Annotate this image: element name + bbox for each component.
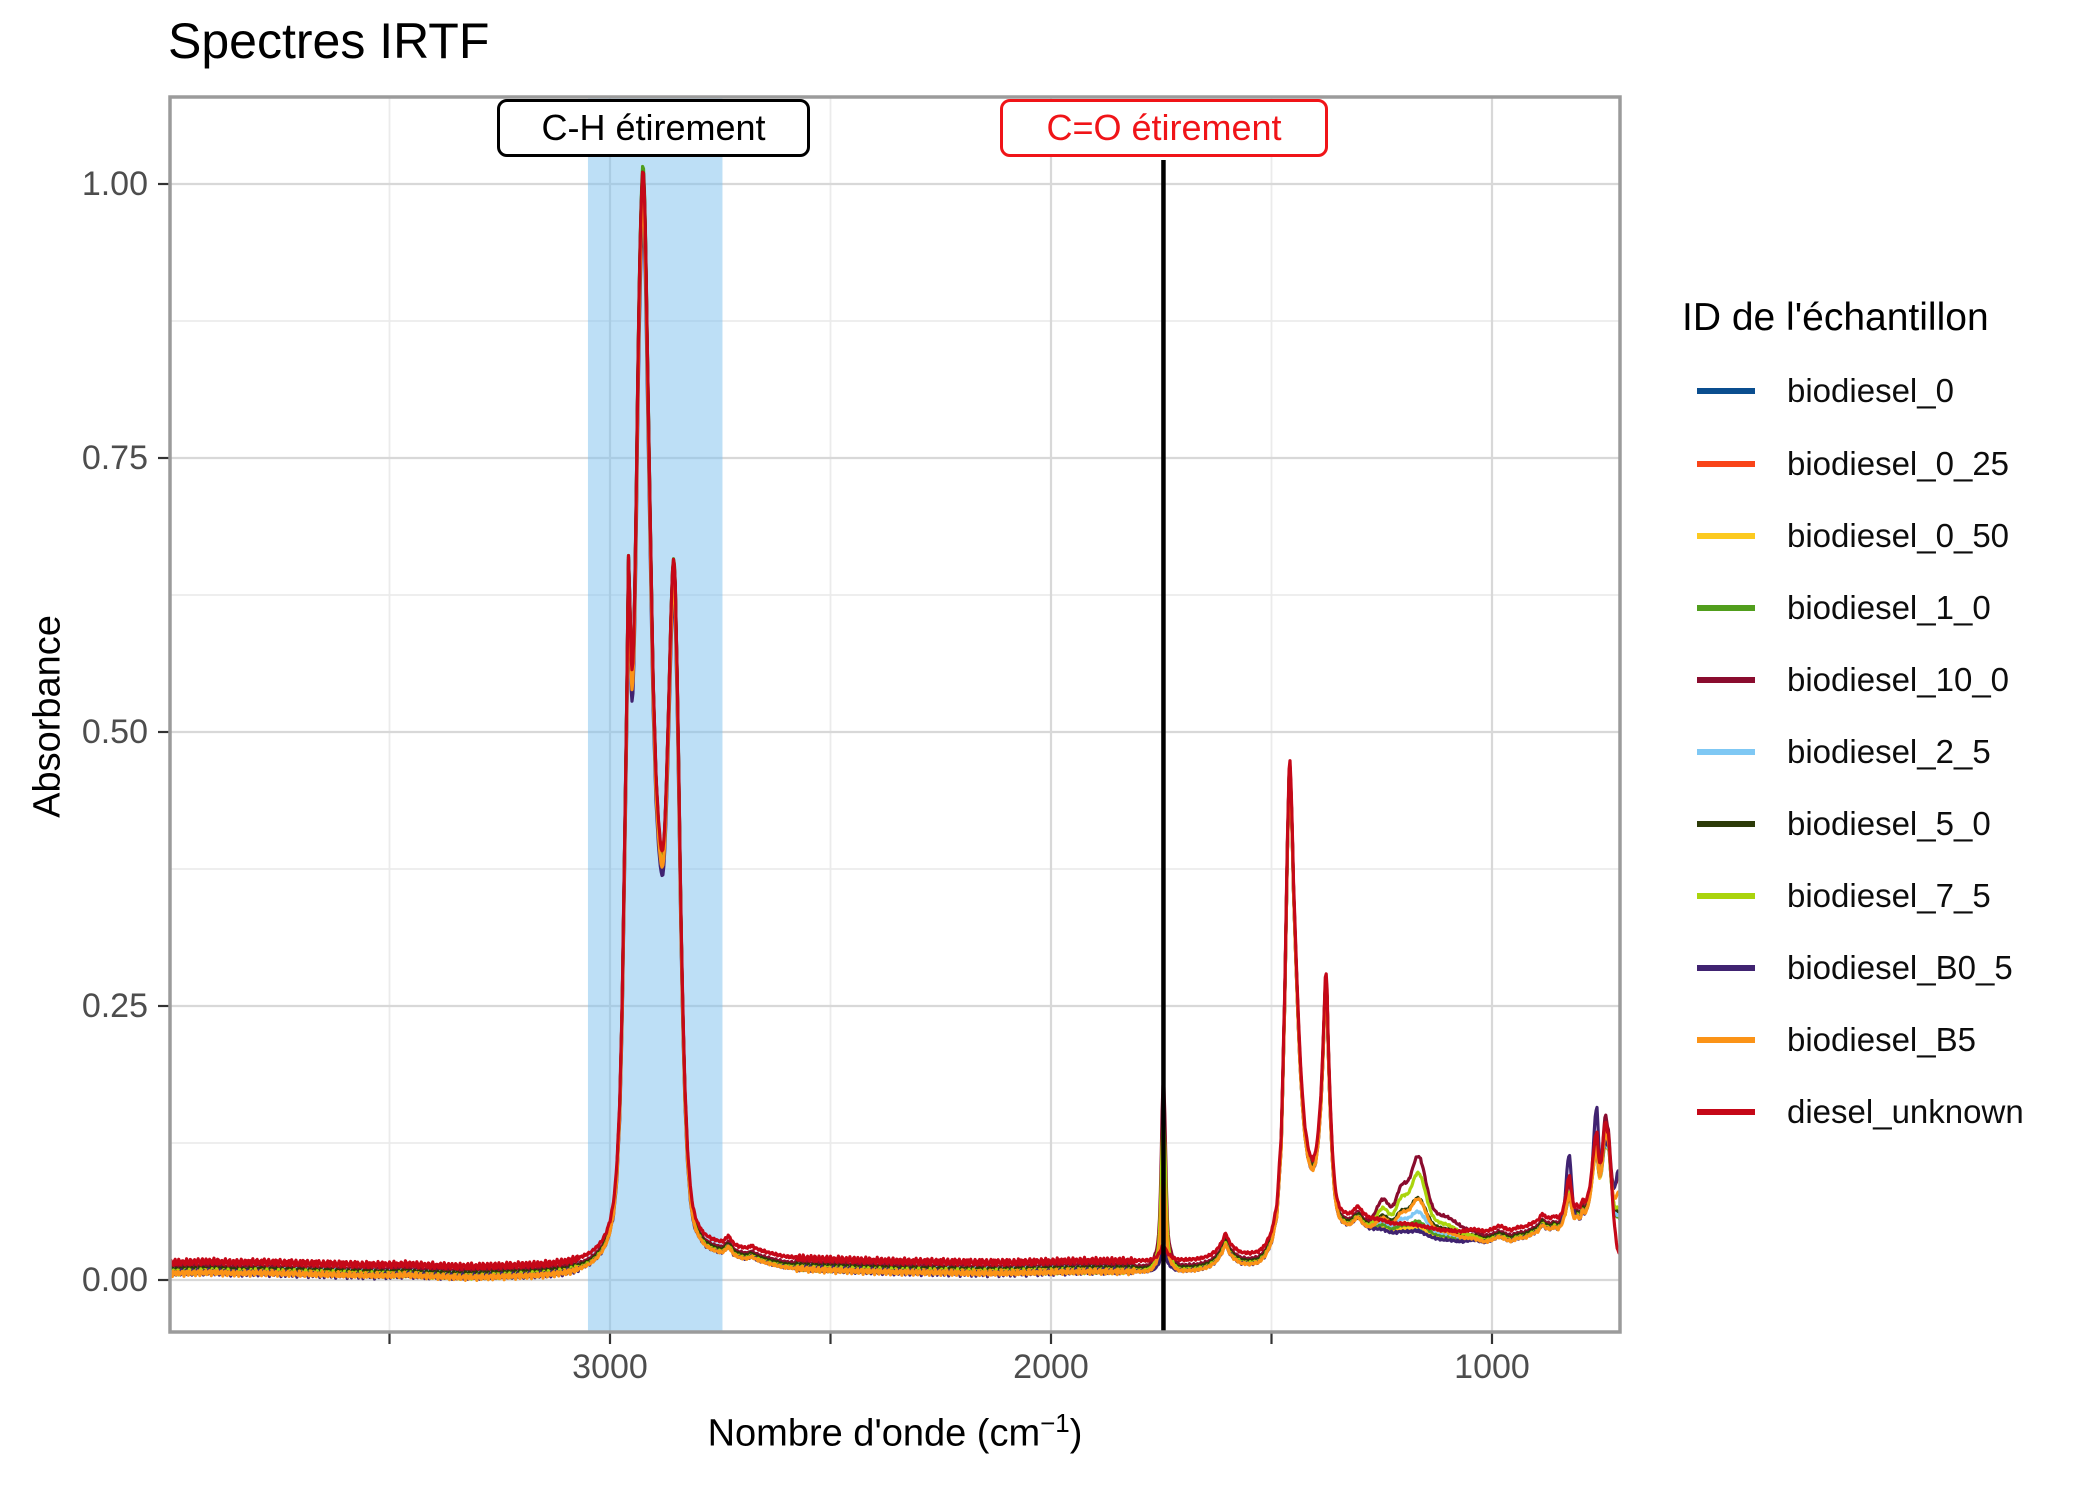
x-axis-title-exponent: −1 <box>1040 1408 1070 1438</box>
co-stretch-annotation: C=O étirement <box>1000 99 1328 157</box>
legend-line-swatch <box>1697 461 1755 467</box>
legend-item-label: biodiesel_B0_5 <box>1787 949 2013 986</box>
legend-line-swatch <box>1697 893 1755 899</box>
y-tick-label: 0.50 <box>81 713 148 751</box>
x-tick-label: 2000 <box>1013 1348 1089 1386</box>
legend-line-swatch <box>1697 965 1755 971</box>
legend-line-swatch <box>1697 1037 1755 1043</box>
legend-line-swatch <box>1697 821 1755 827</box>
legend-item-label: biodiesel_7_5 <box>1787 877 1991 914</box>
ch-stretch-annotation: C-H étirement <box>497 99 810 157</box>
page-title: Spectres IRTF <box>168 13 490 69</box>
y-tick-label: 1.00 <box>81 165 148 203</box>
legend-title: ID de l'échantillon <box>1682 296 1989 339</box>
x-tick-label: 1000 <box>1454 1348 1530 1386</box>
legend-item-label: biodiesel_5_0 <box>1787 805 1991 842</box>
legend-line-swatch <box>1697 605 1755 611</box>
legend-item-label: biodiesel_B5 <box>1787 1021 1976 1058</box>
co-stretch-annotation-label: C=O étirement <box>1046 107 1282 148</box>
legend-item-label: diesel_unknown <box>1787 1093 2024 1130</box>
legend-line-swatch <box>1697 533 1755 539</box>
legend-item-label: biodiesel_0_25 <box>1787 445 2010 482</box>
ch-stretch-annotation-label: C-H étirement <box>541 107 766 148</box>
x-axis-title-text: Nombre d'onde (cm <box>707 1412 1041 1455</box>
legend-line-swatch <box>1697 749 1755 755</box>
y-axis-title: Absorbance <box>26 615 69 818</box>
legend-item-label: biodiesel_0 <box>1787 372 1954 409</box>
x-tick-label: 3000 <box>572 1348 648 1386</box>
legend-item-label: biodiesel_1_0 <box>1787 589 1991 626</box>
legend-line-swatch <box>1697 677 1755 683</box>
x-axis-title: Nombre d'onde (cm−1) <box>595 1408 1195 1456</box>
x-axis-title-suffix: ) <box>1069 1412 1083 1455</box>
legend-line-swatch <box>1697 1109 1755 1115</box>
y-tick-label: 0.00 <box>81 1261 148 1299</box>
legend-line-swatch <box>1697 388 1755 394</box>
y-tick-label: 0.25 <box>81 987 148 1025</box>
legend-item-label: biodiesel_2_5 <box>1787 733 1991 770</box>
legend-item-label: biodiesel_0_50 <box>1787 517 2010 554</box>
y-tick-label: 0.75 <box>81 439 148 477</box>
legend-item-label: biodiesel_10_0 <box>1787 661 2010 698</box>
